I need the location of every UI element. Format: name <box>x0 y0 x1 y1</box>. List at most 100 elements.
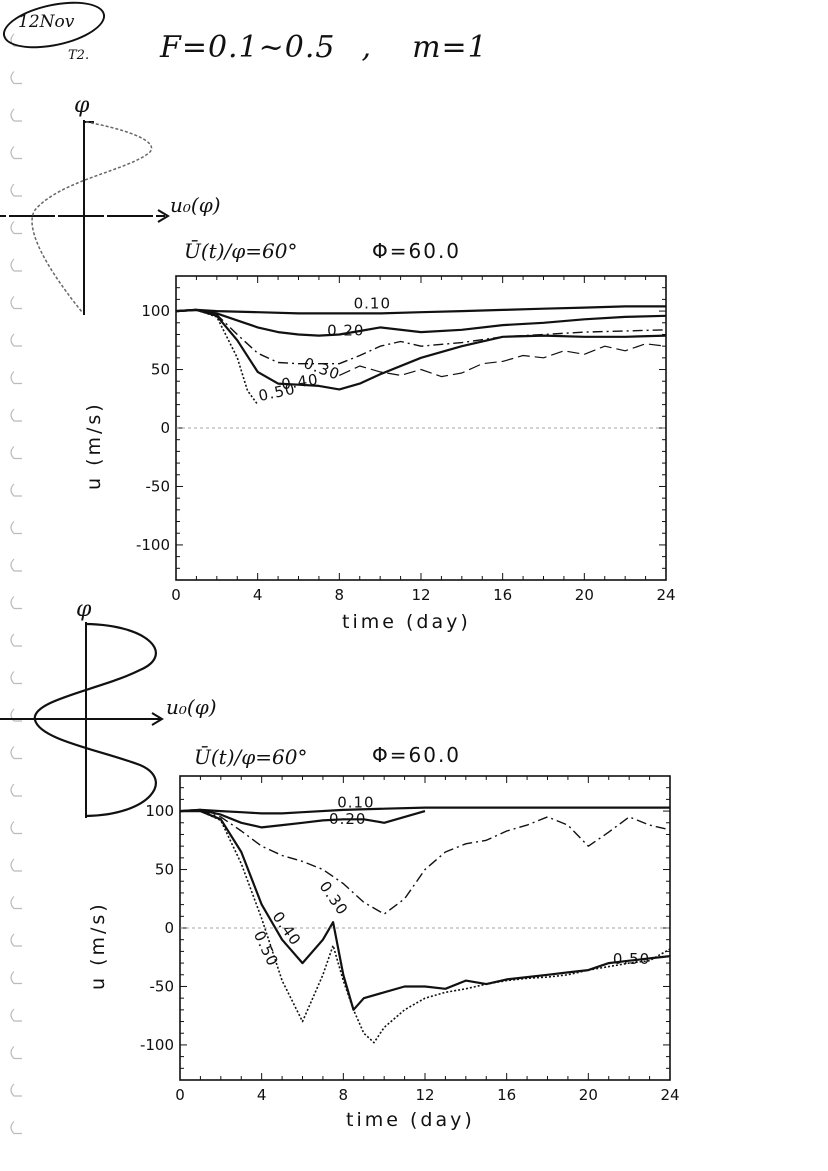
series-label-0.50: 0.50 <box>250 928 282 970</box>
series-label-0.40: 0.40 <box>280 370 320 393</box>
profile-2-curve <box>33 622 157 818</box>
profile-2-phi-label: φ <box>76 597 92 622</box>
binding-notch <box>10 483 22 497</box>
heading-mode: m=1 <box>412 30 488 65</box>
binding-notch <box>10 108 22 122</box>
note-tag: T2. <box>68 48 90 63</box>
chart-bottom-ylabel: u (m/s) <box>87 901 109 990</box>
y-tick-label: 100 <box>141 302 170 320</box>
series-line-0.50 <box>175 309 259 406</box>
date-note: 12Nov T2. <box>0 0 110 63</box>
chart-bottom-title: Φ=60.0 <box>372 743 461 767</box>
binding-notch <box>10 371 22 385</box>
binding-notch <box>10 33 22 47</box>
binding-notch <box>10 146 22 160</box>
binding-notch <box>10 596 22 610</box>
binding-notch <box>10 221 22 235</box>
binding-notch <box>10 1008 22 1022</box>
series-line-0.20 <box>179 808 426 829</box>
x-tick-label: 8 <box>339 1086 349 1104</box>
y-tick-label: 50 <box>151 361 170 379</box>
heading-separator: , <box>361 30 373 65</box>
series-line-0.10 <box>179 806 670 815</box>
binding-notch <box>10 671 22 685</box>
profile-1-u-label: u₀(φ) <box>170 193 221 217</box>
binding-notch <box>10 971 22 985</box>
binding-notch <box>10 558 22 572</box>
x-tick-label: 0 <box>171 586 181 604</box>
chart-top-xlabel: time (day) <box>342 611 471 633</box>
binding-notch <box>10 1083 22 1097</box>
series-line-0.30 <box>180 810 671 915</box>
heading-parameters: F=0.1~0.5 <box>160 30 336 65</box>
y-tick-label: 50 <box>155 861 174 879</box>
y-tick-label: 0 <box>160 419 170 437</box>
series-label-extra: 0.50 <box>613 950 650 968</box>
y-tick-label: 0 <box>164 919 174 937</box>
binding-notch <box>10 783 22 797</box>
profile-2-u-label: u₀(φ) <box>166 695 217 719</box>
binding-notch <box>10 71 22 85</box>
x-tick-label: 4 <box>257 1086 267 1104</box>
y-tick-label: -100 <box>140 1036 174 1054</box>
binding-notch <box>10 858 22 872</box>
y-tick-label: -100 <box>136 536 170 554</box>
series-label-0.20: 0.20 <box>329 810 366 828</box>
binding-notch <box>10 296 22 310</box>
x-tick-label: 16 <box>497 1086 516 1104</box>
x-tick-label: 20 <box>579 1086 598 1104</box>
x-tick-label: 16 <box>493 586 512 604</box>
binding-notch <box>10 896 22 910</box>
binding-notch <box>10 446 22 460</box>
note-date: 12Nov <box>18 12 75 32</box>
chart-bottom-xlabel: time (day) <box>346 1109 475 1131</box>
y-tick-label: 100 <box>145 802 174 820</box>
binding-notch <box>10 521 22 535</box>
chart-bottom-annotation: Ū(t)/φ=60° <box>194 745 307 769</box>
binding-notch <box>10 933 22 947</box>
y-tick-label: -50 <box>150 977 175 995</box>
binding-notch <box>10 258 22 272</box>
binding-notch <box>10 183 22 197</box>
binding-notch <box>10 633 22 647</box>
x-tick-label: 24 <box>660 1086 679 1104</box>
y-tick-label: -50 <box>146 477 171 495</box>
binding-notch <box>10 821 22 835</box>
binding-notch <box>10 746 22 760</box>
binding-notch <box>10 1121 22 1135</box>
binding-holes <box>10 33 22 1135</box>
profile-1-phi-label: φ <box>74 93 90 118</box>
profile-1-curve <box>31 121 153 313</box>
series-line-0.10 <box>175 305 666 315</box>
binding-notch <box>10 333 22 347</box>
binding-notch <box>10 1046 22 1060</box>
x-tick-label: 4 <box>253 586 263 604</box>
x-tick-label: 0 <box>175 1086 185 1104</box>
series-line-0.30 <box>175 309 667 365</box>
x-tick-label: 8 <box>335 586 345 604</box>
chart-top-title: Φ=60.0 <box>372 239 461 263</box>
series-line-0.40 <box>175 308 667 391</box>
profile-2-arrowhead <box>151 712 164 726</box>
series-label-0.30: 0.30 <box>316 878 352 919</box>
series-label-0.10: 0.10 <box>354 295 391 313</box>
binding-notch <box>10 408 22 422</box>
x-tick-label: 12 <box>415 1086 434 1104</box>
series-line-0.20 <box>175 308 667 337</box>
profile-1-arrowhead <box>157 209 170 223</box>
chart-top-ylabel: u (m/s) <box>83 401 105 490</box>
series-label-0.20: 0.20 <box>327 322 364 340</box>
handwritten-heading: F=0.1~0.5, m=1 <box>160 30 488 65</box>
x-tick-label: 20 <box>575 586 594 604</box>
x-tick-label: 12 <box>411 586 430 604</box>
series-line-0.50 <box>180 810 671 1044</box>
series-line-0.50-osc <box>339 343 667 378</box>
chart-top-annotation: Ū(t)/φ=60° <box>184 239 297 263</box>
series-label-0.10: 0.10 <box>337 794 374 812</box>
binding-notch <box>10 708 22 722</box>
x-tick-label: 24 <box>656 586 675 604</box>
